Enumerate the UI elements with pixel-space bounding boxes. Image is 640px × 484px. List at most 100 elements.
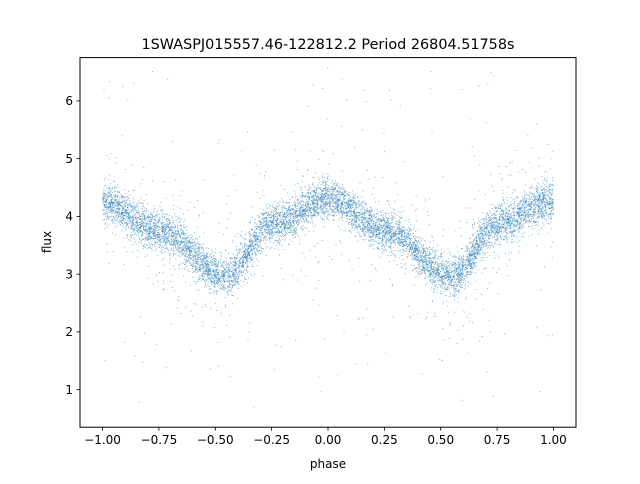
data-point — [301, 227, 303, 229]
data-point — [203, 259, 205, 261]
data-point — [224, 277, 226, 279]
data-point — [373, 248, 375, 250]
data-point — [544, 184, 546, 186]
data-point — [217, 260, 219, 262]
data-point — [172, 229, 174, 231]
data-point — [327, 180, 329, 182]
data-point — [371, 221, 373, 223]
data-point — [448, 269, 450, 271]
data-point — [195, 253, 197, 255]
data-point — [224, 275, 226, 276]
data-point — [396, 237, 398, 239]
data-point — [470, 241, 472, 243]
data-point — [458, 263, 460, 265]
data-point — [519, 217, 521, 219]
data-point — [270, 223, 272, 225]
data-point — [376, 209, 378, 211]
data-point — [186, 248, 188, 250]
data-point — [307, 215, 309, 217]
data-point — [520, 208, 522, 210]
data-point — [150, 226, 152, 228]
data-point — [377, 248, 379, 250]
data-point — [122, 218, 124, 220]
data-point — [154, 219, 156, 221]
data-point — [208, 276, 210, 278]
data-point — [177, 222, 179, 224]
data-point — [136, 225, 138, 227]
data-point — [533, 197, 535, 199]
data-point — [276, 234, 278, 236]
data-point — [229, 290, 231, 292]
data-point — [288, 227, 290, 229]
data-point — [536, 213, 538, 215]
data-point — [199, 236, 201, 238]
data-point — [163, 246, 164, 248]
data-point — [371, 217, 373, 219]
data-point — [109, 158, 111, 160]
data-point — [358, 205, 360, 207]
data-point — [152, 232, 154, 234]
data-point — [528, 226, 530, 227]
data-point — [325, 183, 327, 185]
data-point — [226, 262, 228, 264]
data-point — [170, 226, 172, 228]
data-point — [110, 197, 112, 199]
data-point — [195, 255, 197, 257]
data-point — [485, 244, 487, 246]
data-point — [212, 250, 214, 252]
data-point — [436, 291, 438, 293]
data-point — [535, 201, 537, 203]
data-point — [472, 244, 474, 246]
data-point — [331, 197, 333, 199]
data-point — [367, 210, 369, 212]
data-point — [298, 202, 300, 204]
data-point — [461, 284, 463, 286]
data-point — [390, 227, 392, 229]
data-point — [186, 244, 188, 246]
data-point — [506, 196, 508, 198]
data-point — [520, 218, 522, 220]
data-point — [198, 243, 200, 245]
data-point — [444, 272, 446, 274]
data-point — [109, 189, 111, 191]
data-point — [146, 220, 148, 222]
data-point — [271, 221, 273, 223]
data-point — [454, 266, 456, 268]
data-point — [517, 214, 519, 216]
data-point — [263, 177, 265, 179]
data-point — [314, 208, 316, 210]
data-point — [514, 198, 516, 200]
data-point — [528, 211, 530, 213]
data-point — [194, 245, 196, 247]
data-point — [136, 219, 138, 221]
data-point — [156, 241, 158, 243]
data-point — [124, 222, 125, 224]
data-point — [433, 269, 435, 271]
data-point — [256, 223, 258, 225]
data-point — [138, 212, 140, 214]
data-point — [216, 274, 218, 276]
data-point — [445, 270, 447, 271]
data-point — [321, 239, 323, 241]
data-point — [287, 212, 289, 214]
data-point — [144, 225, 146, 227]
data-point — [386, 238, 388, 240]
data-point — [528, 235, 530, 237]
data-point — [436, 269, 438, 271]
data-point — [437, 267, 439, 269]
data-point — [371, 226, 373, 228]
data-point — [164, 229, 166, 231]
data-point — [311, 191, 313, 193]
data-point — [227, 293, 229, 295]
data-point — [333, 215, 335, 217]
data-point — [545, 212, 547, 214]
data-point — [484, 229, 486, 231]
data-point — [441, 278, 443, 280]
data-point — [408, 242, 410, 244]
data-point — [184, 226, 186, 228]
data-point — [457, 276, 459, 278]
data-point — [308, 202, 310, 204]
data-point — [124, 189, 126, 191]
data-point — [346, 193, 348, 195]
data-point — [190, 310, 192, 312]
